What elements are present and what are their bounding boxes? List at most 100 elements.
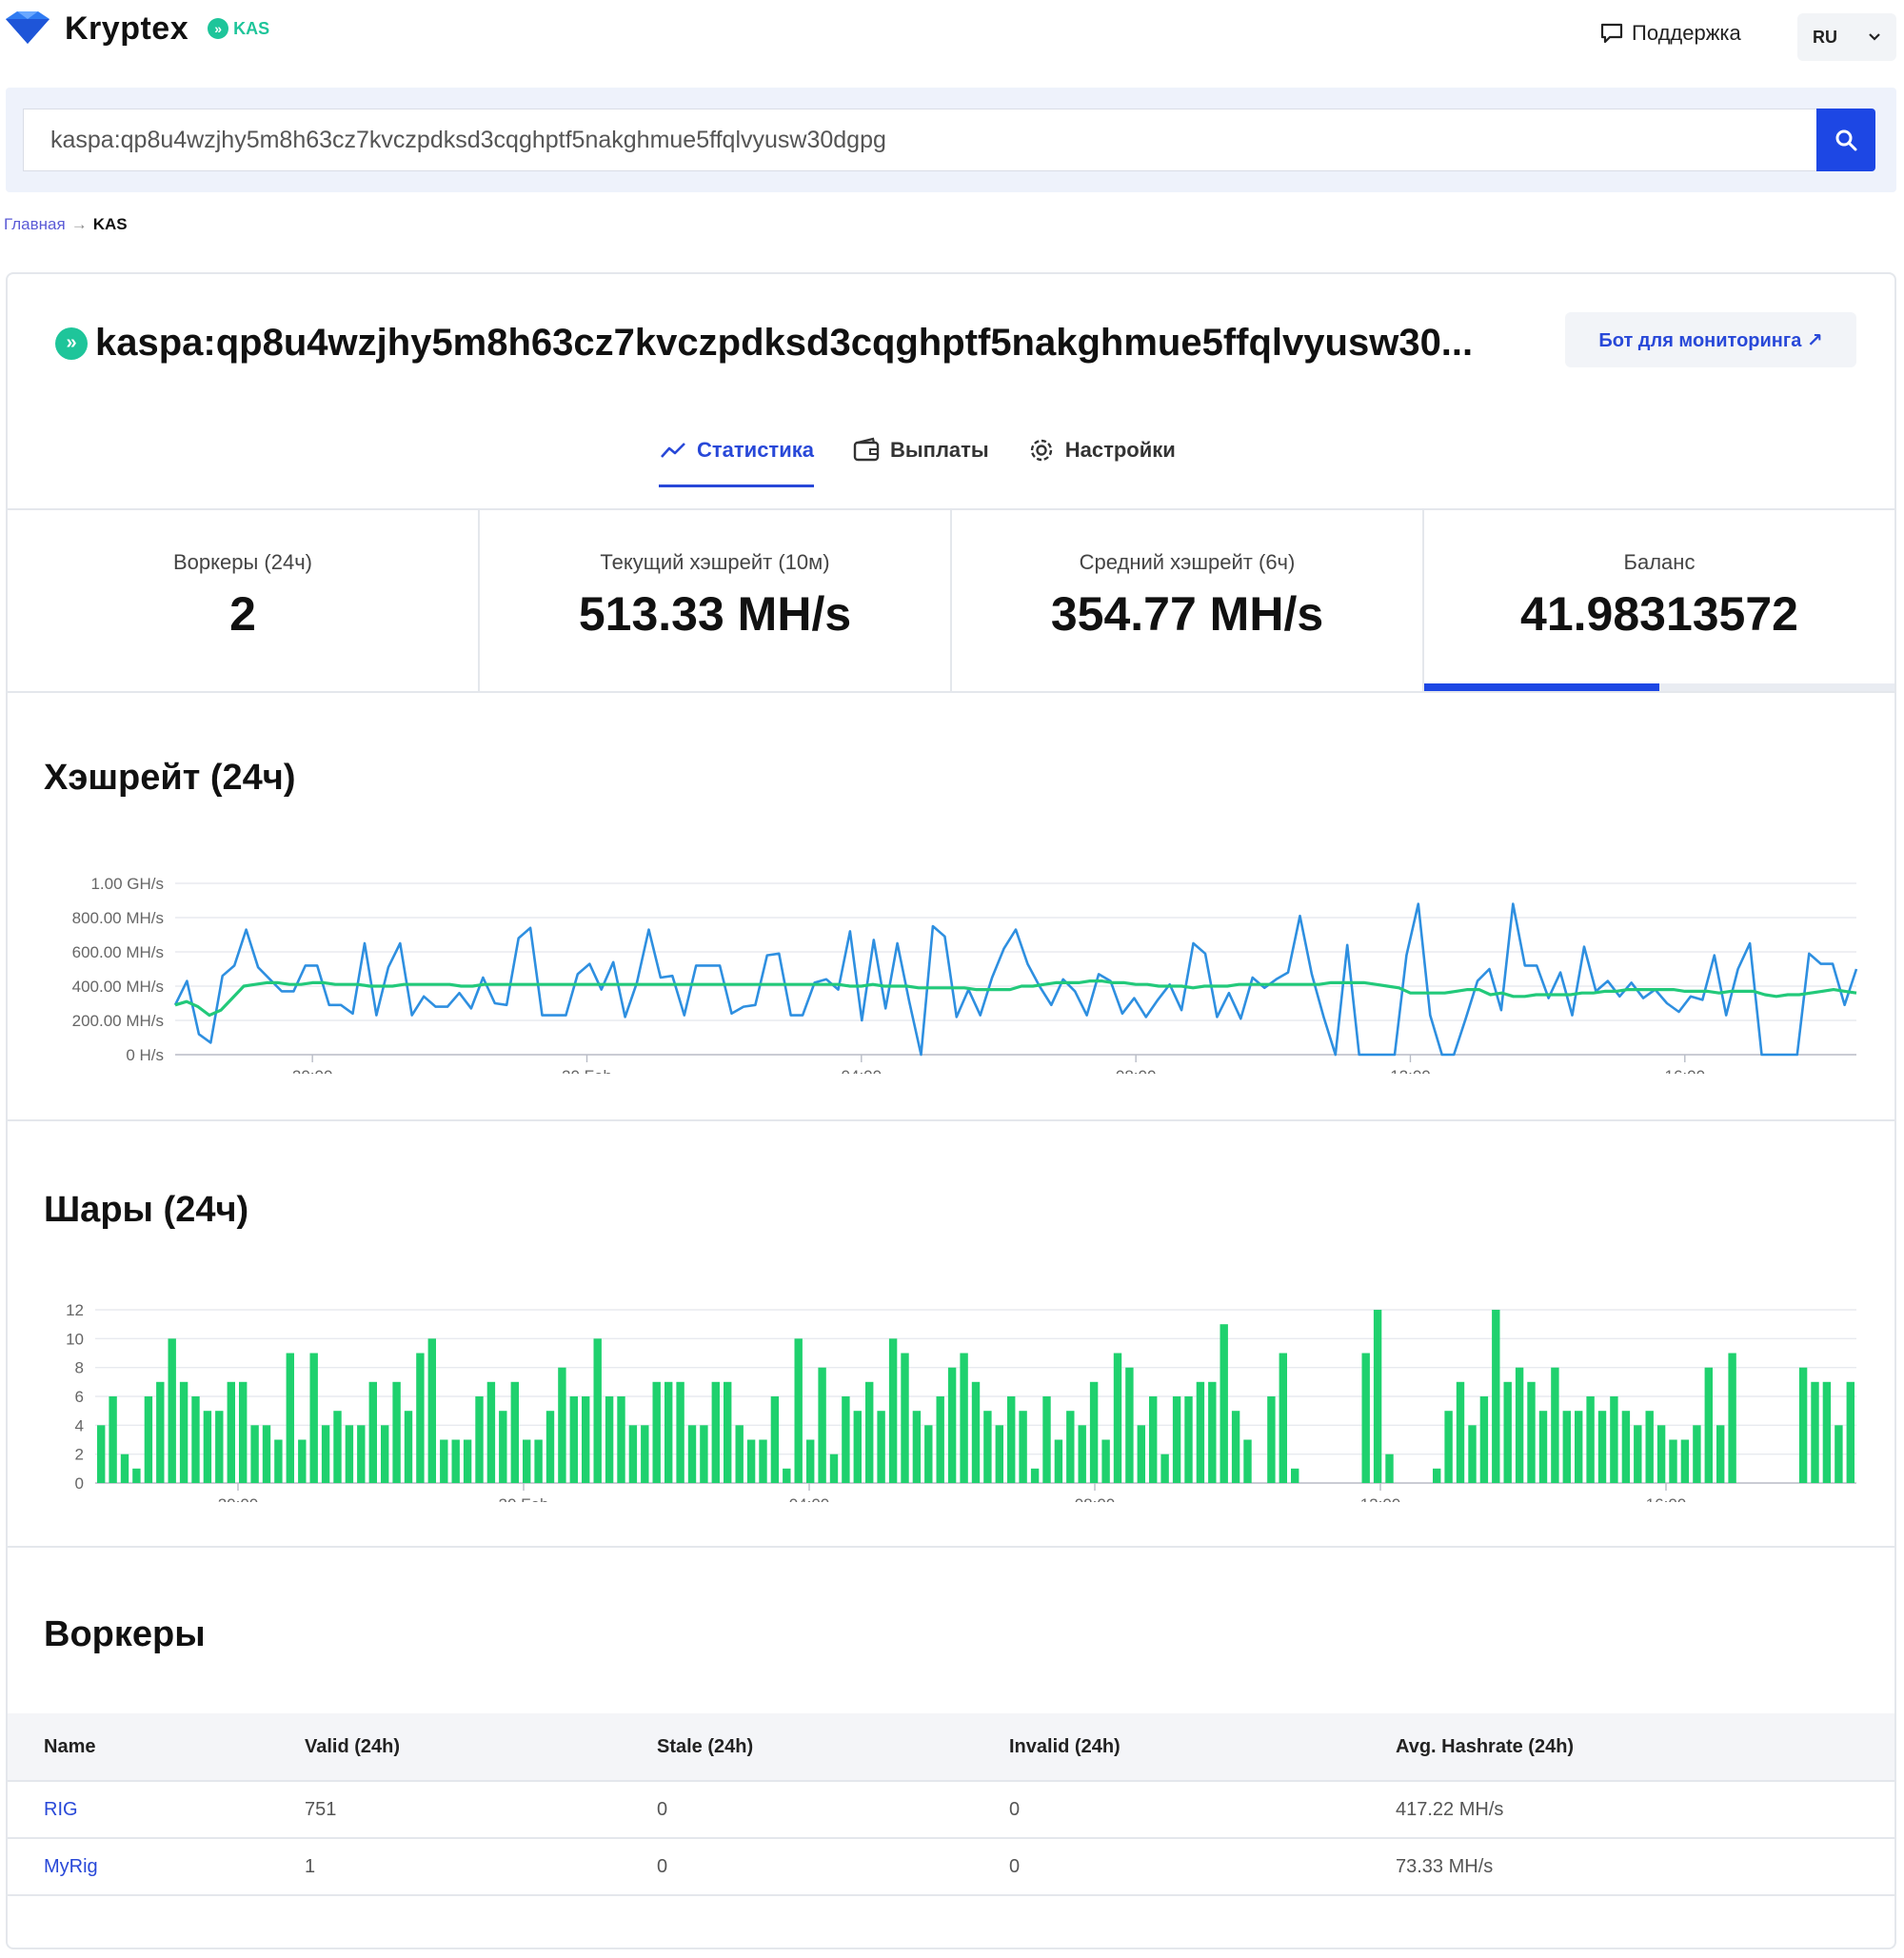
shares-bar xyxy=(1503,1381,1512,1483)
column-header-avg-hashrate[interactable]: Avg. Hashrate (24h) xyxy=(1396,1735,1575,1757)
worker-stale: 0 xyxy=(657,1798,668,1820)
column-header-valid[interactable]: Valid (24h) xyxy=(305,1735,401,1757)
shares-bar xyxy=(1291,1468,1299,1483)
logo-text: Kryptex xyxy=(65,10,189,47)
shares-bar xyxy=(1456,1381,1465,1483)
shares-bar xyxy=(463,1439,472,1483)
chevron-down-icon xyxy=(1869,33,1880,41)
support-label: Поддержка xyxy=(1632,21,1741,45)
shares-bar xyxy=(333,1411,342,1483)
shares-bar xyxy=(144,1396,153,1483)
shares-bar xyxy=(700,1425,708,1483)
shares-bar xyxy=(534,1439,543,1483)
breadcrumb-home[interactable]: Главная xyxy=(4,215,66,233)
monitoring-bot-button[interactable]: Бот для мониторинга ↗ xyxy=(1565,312,1856,367)
top-header: Kryptex » KAS Поддержка RU xyxy=(0,0,1904,76)
tab-statistics[interactable]: Статистика xyxy=(659,426,814,487)
stats-row: Воркеры (24ч) 2 Текущий хэшрейт (10м) 51… xyxy=(8,508,1894,693)
stat-balance: Баланс 41.98313572 xyxy=(1424,510,1894,691)
shares-bar xyxy=(321,1425,330,1483)
shares-bar xyxy=(404,1411,413,1483)
shares-bar xyxy=(1716,1425,1725,1483)
shares-bar xyxy=(1846,1381,1854,1483)
kaspa-icon: » xyxy=(55,326,88,360)
shares-bar xyxy=(1562,1411,1571,1483)
shares-bar xyxy=(1515,1367,1524,1483)
shares-bar xyxy=(1597,1411,1607,1483)
support-link[interactable]: Поддержка xyxy=(1599,21,1741,46)
shares-bar xyxy=(239,1381,248,1483)
shares-bar xyxy=(818,1367,826,1483)
x-tick-label: 08:00 xyxy=(1075,1495,1116,1502)
worker-avg-hashrate: 417.22 MH/s xyxy=(1396,1798,1504,1820)
shares-bar xyxy=(936,1396,944,1483)
search-input[interactable] xyxy=(23,109,1826,171)
hashrate-title: Хэшрейт (24ч) xyxy=(44,758,296,798)
column-header-stale[interactable]: Stale (24h) xyxy=(657,1735,754,1757)
worker-invalid: 0 xyxy=(1009,1855,1021,1877)
table-row: MyRig 1 0 0 73.33 MH/s xyxy=(8,1839,1894,1896)
y-tick-label: 600.00 MH/s xyxy=(72,943,164,961)
column-header-invalid[interactable]: Invalid (24h) xyxy=(1009,1735,1121,1757)
search-button[interactable] xyxy=(1816,109,1875,171)
shares-bar xyxy=(1798,1367,1808,1483)
search-bar xyxy=(6,88,1896,192)
shares-bar xyxy=(1551,1367,1559,1483)
logo[interactable]: Kryptex » KAS xyxy=(4,10,269,48)
shares-bar xyxy=(1669,1439,1677,1483)
shares-bar xyxy=(227,1381,235,1483)
shares-bar xyxy=(345,1425,354,1483)
worker-name-link[interactable]: RIG xyxy=(44,1798,78,1820)
shares-bar xyxy=(806,1439,815,1483)
shares-bar xyxy=(641,1425,649,1483)
x-tick-label: 12:00 xyxy=(1360,1495,1401,1502)
worker-invalid: 0 xyxy=(1009,1798,1021,1820)
shares-bar xyxy=(971,1381,981,1483)
shares-bar xyxy=(262,1425,271,1483)
shares-bar xyxy=(1101,1439,1110,1483)
shares-bar xyxy=(1231,1411,1240,1483)
average-hashrate-series-line xyxy=(174,979,1857,1018)
shares-bar xyxy=(1385,1454,1394,1483)
shares-bar xyxy=(1634,1425,1642,1483)
shares-bar xyxy=(309,1353,318,1483)
x-tick-label: 20 Feb xyxy=(562,1067,612,1074)
shares-bar xyxy=(1835,1425,1843,1483)
shares-bar xyxy=(1538,1411,1548,1483)
shares-bar xyxy=(1078,1425,1086,1483)
y-tick-label: 0 H/s xyxy=(126,1046,164,1064)
stat-value: 354.77 MH/s xyxy=(1050,587,1324,641)
worker-valid: 751 xyxy=(305,1798,337,1820)
stat-average-hashrate: Средний хэшрейт (6ч) 354.77 MH/s xyxy=(952,510,1424,691)
worker-name-link[interactable]: MyRig xyxy=(44,1855,98,1877)
shares-bar xyxy=(901,1353,909,1483)
tab-label: Выплаты xyxy=(889,438,989,462)
shares-bar xyxy=(783,1468,791,1483)
balance-progress-bar xyxy=(1424,683,1894,691)
gear-icon xyxy=(1030,439,1052,462)
shares-bar xyxy=(1586,1396,1595,1483)
stat-current-hashrate: Текущий хэшрейт (10м) 513.33 MH/s xyxy=(480,510,952,691)
tab-settings[interactable]: Настройки xyxy=(1027,426,1176,474)
shares-bar xyxy=(1208,1381,1217,1483)
shares-bar xyxy=(510,1381,519,1483)
shares-bar xyxy=(203,1411,212,1483)
language-select[interactable]: RU xyxy=(1797,13,1896,61)
y-tick-label: 400.00 MH/s xyxy=(72,978,164,996)
shares-title: Шары (24ч) xyxy=(44,1190,249,1230)
tab-payouts[interactable]: Выплаты xyxy=(852,426,989,474)
wallet-icon xyxy=(853,437,880,462)
shares-bar xyxy=(746,1439,756,1483)
shares-bar xyxy=(1160,1454,1169,1483)
shares-bar xyxy=(499,1411,507,1483)
stat-value: 41.98313572 xyxy=(1520,587,1798,641)
column-header-name[interactable]: Name xyxy=(44,1735,96,1757)
shares-bar xyxy=(368,1381,377,1483)
shares-bar xyxy=(947,1367,957,1483)
shares-bar xyxy=(1030,1468,1040,1483)
shares-bar xyxy=(1527,1381,1536,1483)
worker-stale: 0 xyxy=(657,1855,668,1877)
shares-bar xyxy=(451,1439,460,1483)
shares-bar xyxy=(1149,1396,1158,1483)
shares-bar xyxy=(794,1338,803,1483)
